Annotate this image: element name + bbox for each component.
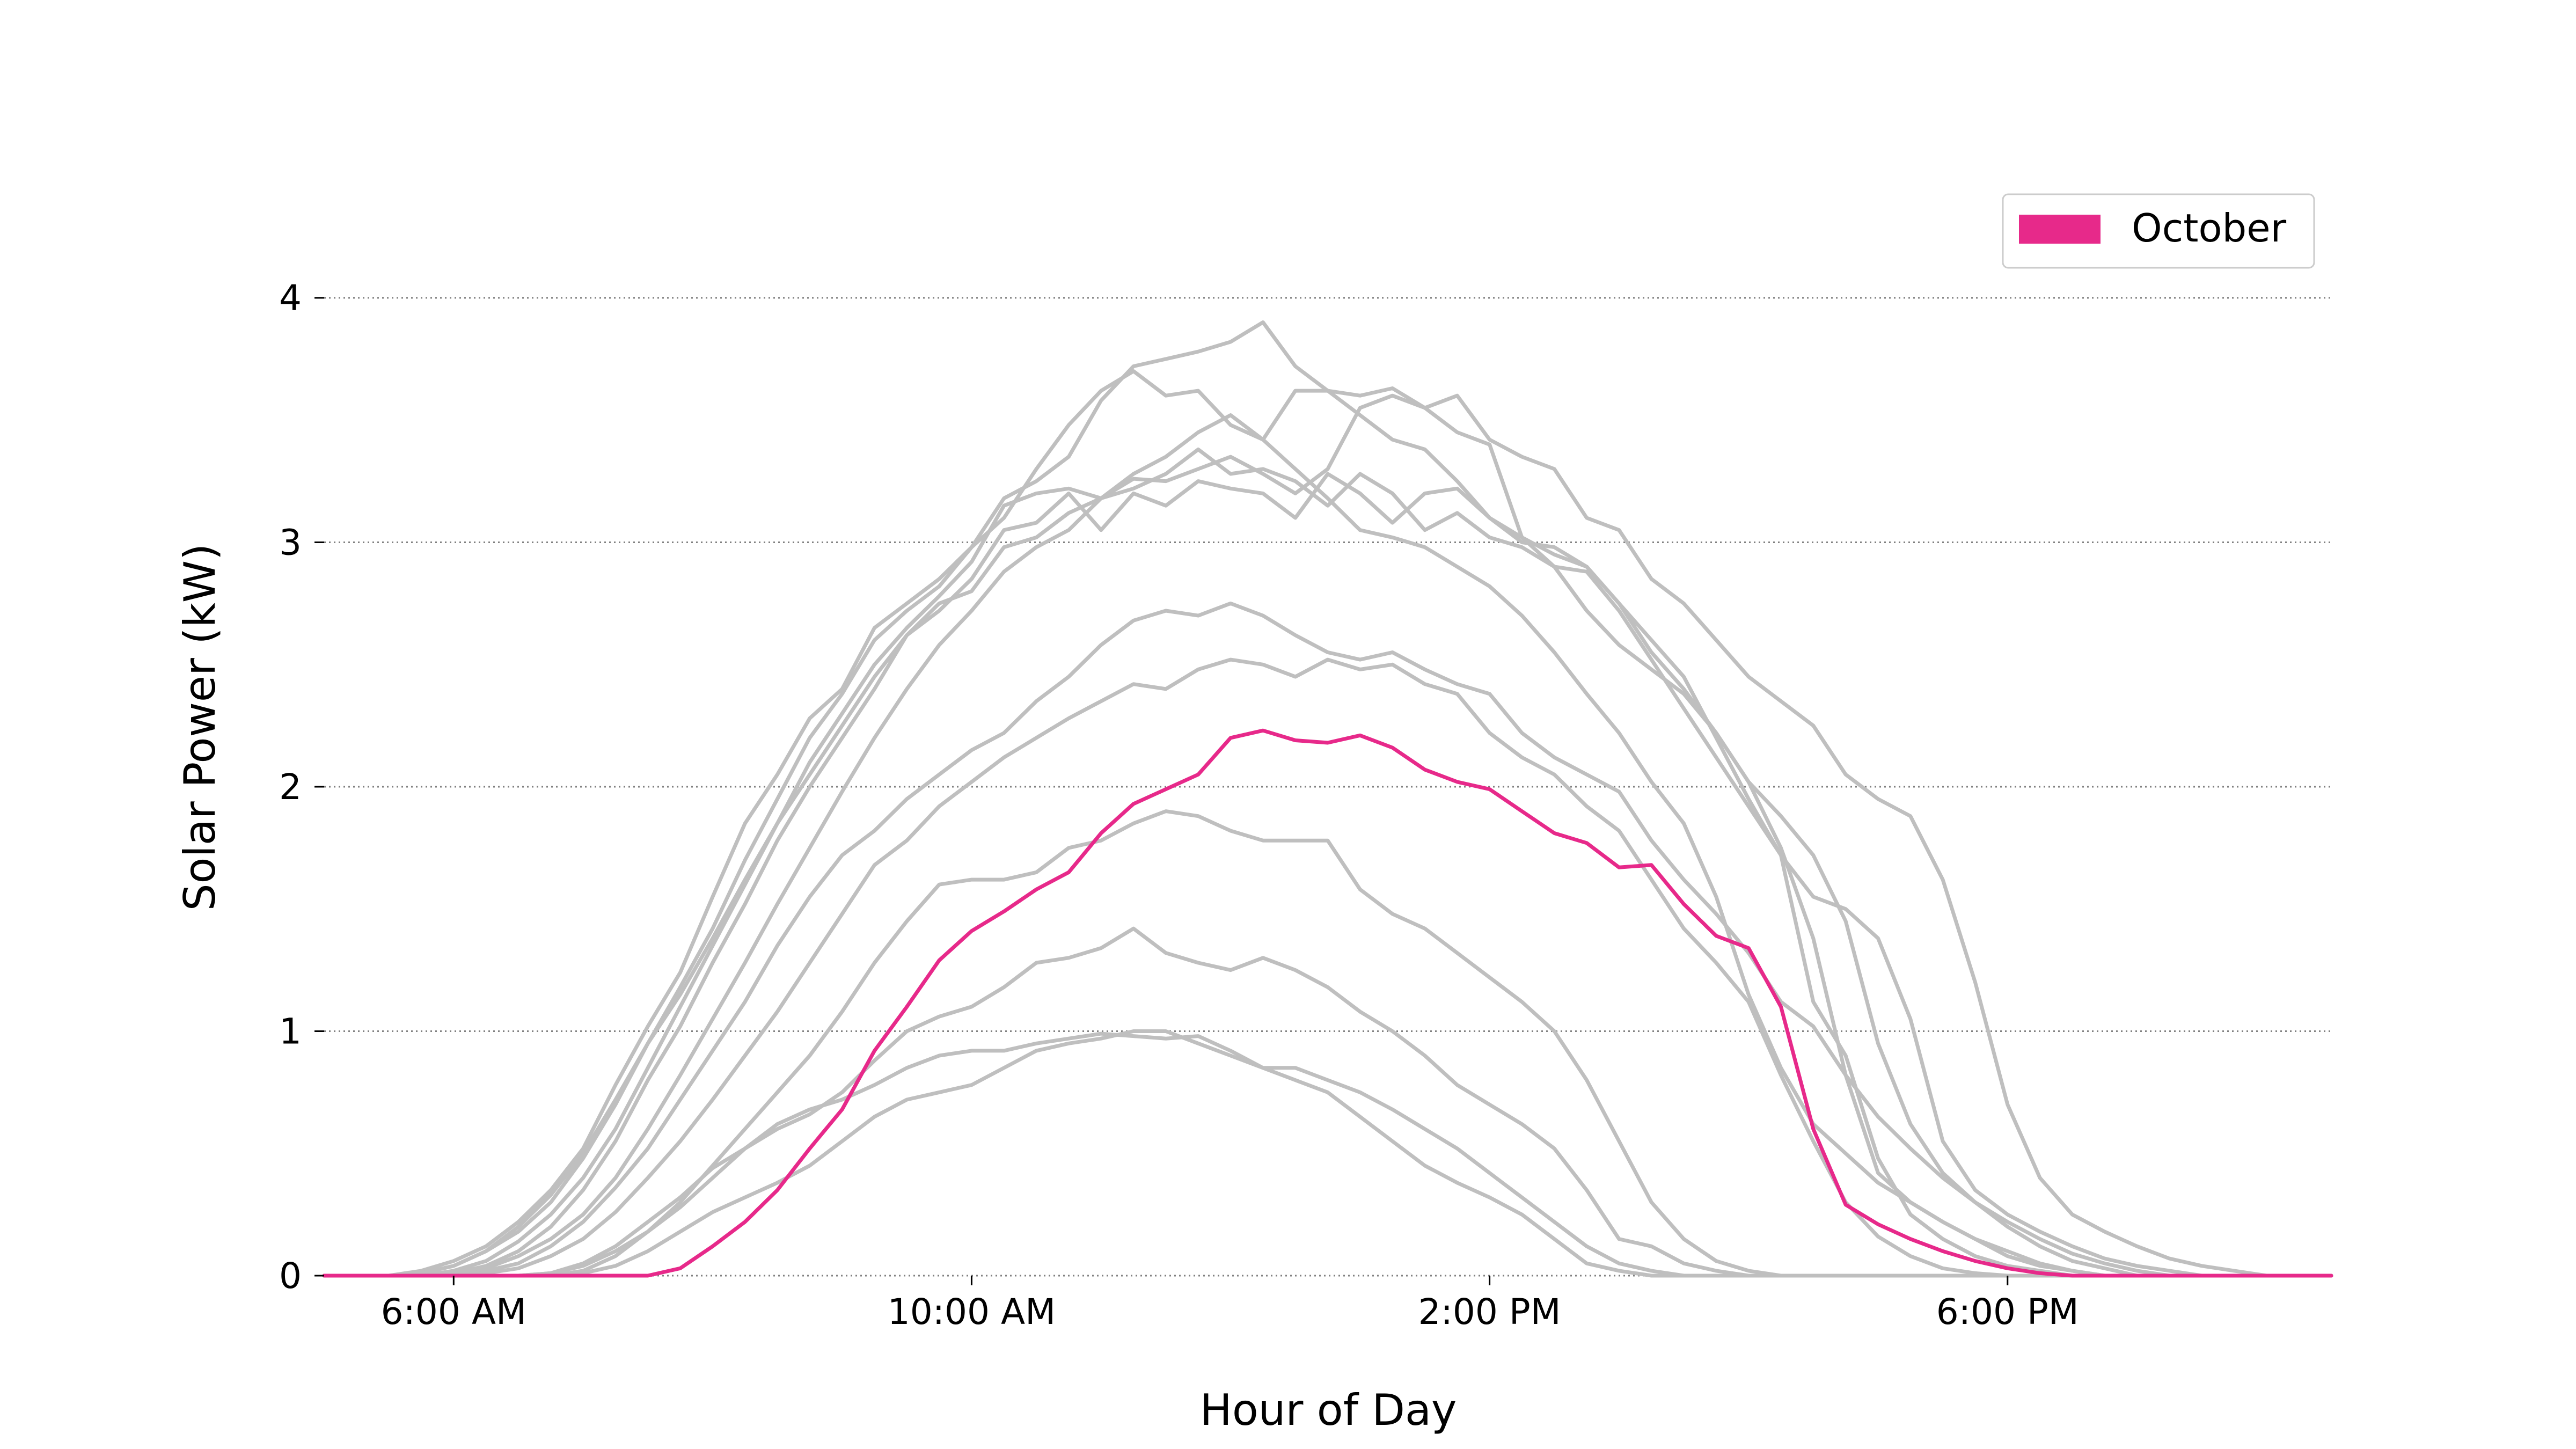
grid-layer xyxy=(324,297,2331,1277)
series-line-9 xyxy=(322,657,2333,1278)
y-tick-label: 2 xyxy=(279,766,302,808)
series-line-7 xyxy=(322,413,2333,1278)
x-tick-label: 10:00 AM xyxy=(888,1291,1056,1333)
axis-layer: 0 1 2 3 4 6:00 AM 10:00 AM 2:00 PM 6:00 PM xyxy=(279,277,2079,1333)
legend-swatch-october xyxy=(2019,215,2101,244)
series-line-october xyxy=(322,728,2333,1278)
legend: October xyxy=(2002,193,2315,269)
y-tick-label: 4 xyxy=(279,277,302,319)
series-line-4 xyxy=(322,393,2333,1278)
series-layer xyxy=(322,320,2333,1278)
series-line-13 xyxy=(322,1029,2333,1278)
x-axis-label: Hour of Day xyxy=(1200,1385,1457,1435)
y-axis-label: Solar Power (kW) xyxy=(175,544,225,911)
series-line-8 xyxy=(322,601,2333,1278)
y-tick-label: 1 xyxy=(279,1011,302,1052)
y-tick-label: 0 xyxy=(279,1255,302,1297)
x-tick-label: 6:00 PM xyxy=(1936,1291,2079,1333)
series-line-5 xyxy=(322,472,2333,1278)
series-line-6 xyxy=(322,447,2333,1278)
series-line-10 xyxy=(322,809,2333,1278)
y-tick-label: 3 xyxy=(279,522,302,564)
legend-label-october: October xyxy=(2132,206,2287,251)
x-tick-label: 2:00 PM xyxy=(1418,1291,1561,1333)
legend-box xyxy=(2002,193,2315,269)
x-tick-label: 6:00 AM xyxy=(381,1291,526,1333)
series-line-11 xyxy=(322,926,2333,1278)
